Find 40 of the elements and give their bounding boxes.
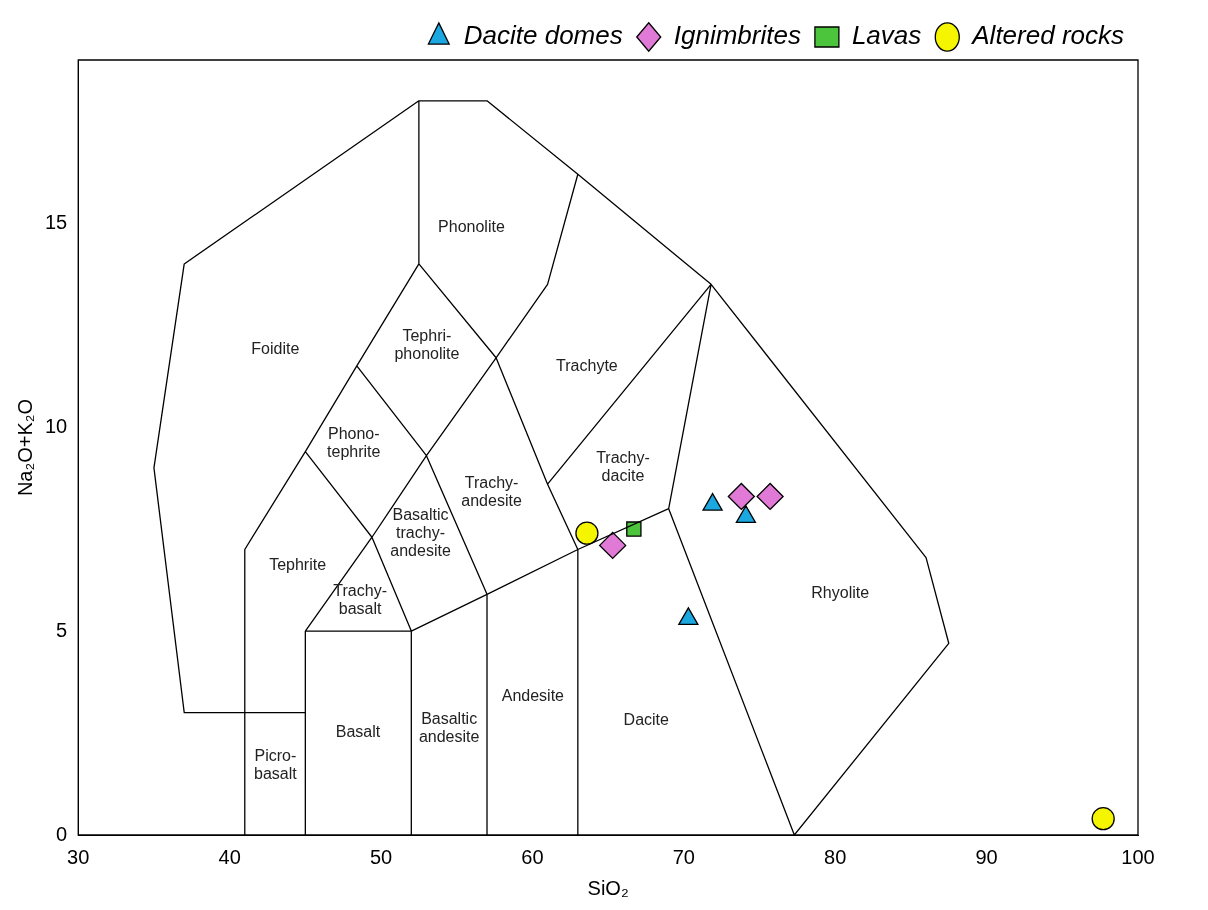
- annotation: Trachy- dacite: [596, 449, 650, 485]
- point: [575, 521, 599, 545]
- point: [756, 482, 784, 511]
- y-tick-label: 5: [56, 618, 68, 641]
- point: [599, 531, 627, 560]
- annotation: Basalt: [335, 723, 381, 741]
- annotation: Trachy- andesite: [461, 473, 522, 509]
- x-tick-label: 30: [67, 845, 90, 868]
- legend-label: Ignimbrites: [673, 20, 801, 51]
- x-tick-label: 40: [218, 845, 241, 868]
- x-axis-title: SiO₂: [587, 876, 629, 899]
- y-tick-label: 0: [56, 822, 68, 845]
- legend-label: Dacite domes: [463, 20, 623, 51]
- point: [626, 521, 642, 537]
- x-tick-label: 60: [521, 845, 544, 868]
- annotation: Basaltic trachy- andesite: [390, 505, 451, 559]
- annotation: Foidite: [251, 340, 300, 358]
- y-tick-label: 10: [45, 414, 68, 437]
- x-tick-label: 100: [1121, 845, 1155, 868]
- x-tick-label: 90: [975, 845, 998, 868]
- y-axis-title: Na₂O+K₂O: [13, 398, 36, 497]
- annotation: Dacite: [623, 711, 670, 729]
- y-tick-label: 15: [45, 210, 68, 233]
- annotation: Tephri- phonolite: [394, 326, 460, 362]
- legend-label: Lavas: [851, 20, 922, 51]
- annotation: Rhyolite: [811, 584, 870, 602]
- point: [1091, 807, 1115, 831]
- legend-label: Altered rocks: [970, 20, 1125, 51]
- x-tick-label: 50: [369, 845, 393, 868]
- x-tick-label: 80: [824, 845, 847, 868]
- annotation: Trachy- basalt: [333, 581, 387, 617]
- x-tick-label: 70: [672, 845, 695, 868]
- annotation: Picro- basalt: [254, 747, 298, 783]
- annotation: Trachyte: [556, 356, 618, 374]
- point: [727, 482, 755, 511]
- annotation: Phono- tephrite: [327, 425, 381, 461]
- annotation: Phonolite: [438, 217, 505, 235]
- annotation: Tephrite: [269, 556, 327, 574]
- annotation: Andesite: [501, 686, 565, 704]
- annotation: Basaltic andesite: [418, 710, 480, 746]
